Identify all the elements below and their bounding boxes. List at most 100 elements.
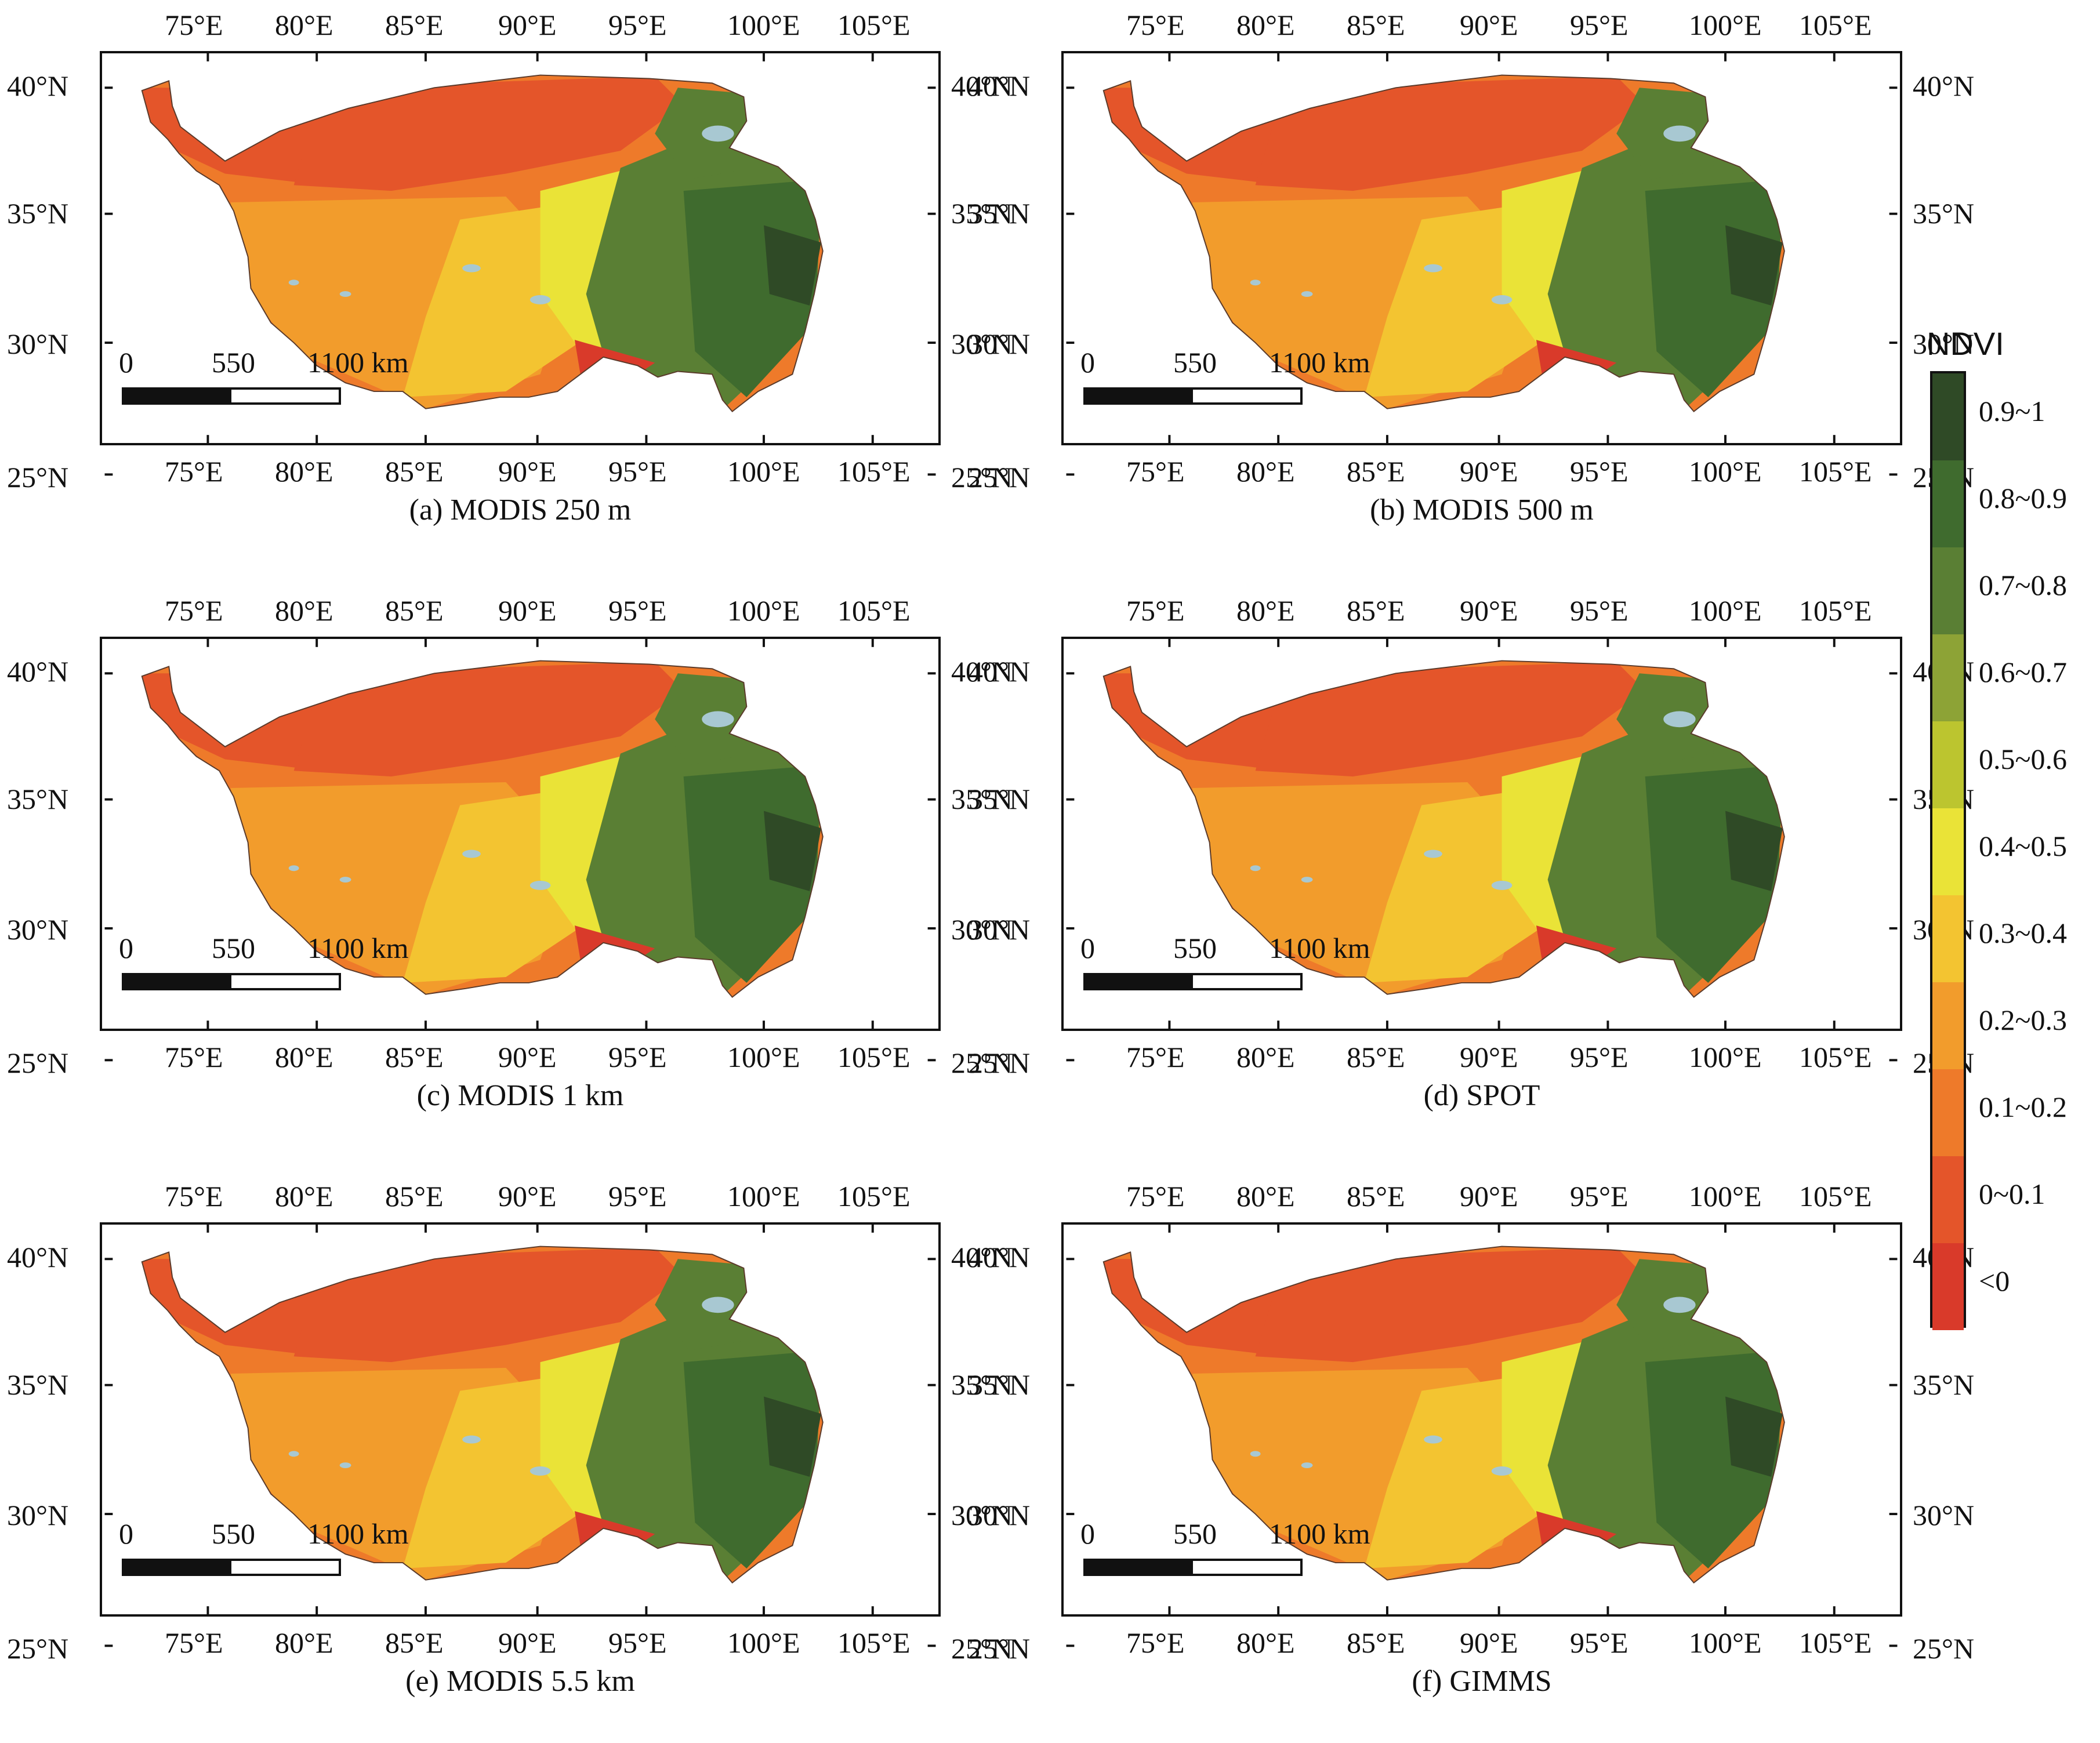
lake-qinghai [702,125,734,142]
top-lon-label: 100°E [727,1180,800,1212]
legend-label: 0.7~0.8 [1979,569,2068,601]
scale-bar-black-segment [1086,390,1193,402]
lake [1301,877,1313,883]
right-lat-label: 40°N [951,1241,1013,1273]
top-lon-label: 105°E [1799,594,1872,627]
top-lon-label: 75°E [1126,1180,1185,1212]
ndvi-region-qaidam [1255,662,1645,777]
left-lat-label: 25°N [7,461,69,493]
top-lon-label: 75°E [165,594,223,627]
lake [1424,1435,1442,1444]
ndvi-map [104,1225,936,1647]
scale-label: 0 [119,1517,133,1550]
lake [462,849,481,858]
top-lon-label: 80°E [275,9,333,41]
bottom-lon-label: 95°E [1570,455,1629,488]
panel-caption: (e) MODIS 5.5 km [405,1665,635,1698]
right-lat-label: 30°N [951,328,1013,360]
bottom-lon-label: 75°E [165,1626,223,1659]
lake [462,264,481,273]
top-lon-label: 85°E [385,1180,444,1212]
lake [1491,1466,1513,1476]
top-lon-label: 105°E [837,1180,911,1212]
ndvi-region-qaidam [1255,76,1645,191]
panel-caption: (d) SPOT [1423,1079,1540,1112]
scale-bar [1083,973,1303,990]
top-lon-label: 100°E [727,9,800,41]
right-lat-label: 40°N [951,70,1013,102]
left-lat-label: 35°N [7,1368,69,1401]
top-lon-label: 105°E [1799,9,1872,41]
left-lat-label: 35°N [7,197,69,230]
bottom-lon-label: 85°E [1347,1041,1405,1073]
left-lat-label: 35°N [7,783,69,815]
left-lat-label: 25°N [7,1047,69,1079]
top-lon-label: 85°E [1347,594,1405,627]
ndvi-map [1066,53,1898,476]
bottom-lon-label: 80°E [275,1626,333,1659]
legend-swatch [1932,982,1964,1069]
legend-title: NDVI [1927,325,2004,362]
top-lon-label: 90°E [498,1180,557,1212]
legend-swatch [1932,634,1964,721]
scale-label: 1100 km [307,932,409,964]
bottom-lon-label: 75°E [1126,455,1185,488]
legend-swatch [1932,808,1964,895]
map-panel-d: 75°E 80°E 85°E 90°E 95°E 100°E 105°E 75°E 80°E 85… [962,586,2000,1154]
scale-label: 1100 km [1269,932,1370,964]
lake-qinghai [1663,711,1696,728]
right-lat-label: 25°N [1913,1632,1975,1665]
left-lat-label: 40°N [969,1241,1031,1273]
right-lat-label: 25°N [951,1047,1013,1079]
bottom-lon-label: 105°E [1799,1626,1872,1659]
left-lat-label: 35°N [969,783,1031,815]
right-lat-label: 35°N [1913,1368,1975,1401]
right-lat-label: 25°N [951,461,1013,493]
top-lon-label: 90°E [1460,594,1518,627]
legend-swatch [1932,1243,1964,1330]
left-lat-label: 30°N [969,328,1031,360]
top-lon-label: 95°E [1570,1180,1629,1212]
right-lat-label: 25°N [951,1632,1013,1665]
left-lat-label: 30°N [969,1499,1031,1531]
scale-label: 550 [212,1517,255,1550]
right-lat-label: 30°N [1913,1499,1975,1531]
legend-label: 0.2~0.3 [1979,1004,2068,1036]
scale-label: 1100 km [307,1517,409,1550]
scale-label: 1100 km [1269,1517,1370,1550]
scale-label: 550 [1173,1517,1217,1550]
lake [1250,865,1261,872]
top-lon-label: 90°E [498,594,557,627]
plateau-outline [141,1245,824,1584]
bottom-lon-label: 75°E [1126,1626,1185,1659]
top-lon-label: 75°E [165,1180,223,1212]
top-lon-label: 100°E [1689,1180,1762,1212]
bottom-lon-label: 100°E [727,455,800,488]
scale-label: 0 [1080,932,1095,964]
top-lon-label: 95°E [608,594,667,627]
right-lat-label: 35°N [951,1368,1013,1401]
bottom-lon-label: 85°E [1347,455,1405,488]
top-lon-label: 95°E [1570,594,1629,627]
legend-swatch [1932,895,1964,982]
legend-swatch [1932,1069,1964,1156]
legend-label: 0.4~0.5 [1979,830,2068,862]
top-lon-label: 75°E [165,9,223,41]
ndvi-map [104,639,936,1062]
top-lon-label: 75°E [1126,9,1185,41]
plateau-outline [141,74,824,413]
bottom-lon-label: 80°E [1236,1626,1295,1659]
map-frame [100,51,941,476]
left-lat-label: 40°N [7,655,69,688]
lake [1301,291,1313,297]
ndvi-map [1066,639,1898,1062]
legend-swatch [1932,1156,1964,1243]
left-lat-label: 25°N [7,1632,69,1665]
top-lon-label: 105°E [837,594,911,627]
legend-label: 0.3~0.4 [1979,917,2068,949]
ndvi-region-qaidam [293,76,684,191]
lake [1250,279,1261,286]
bottom-lon-label: 85°E [385,1626,444,1659]
lake [529,1466,551,1476]
right-lat-label: 40°N [1913,70,1975,102]
